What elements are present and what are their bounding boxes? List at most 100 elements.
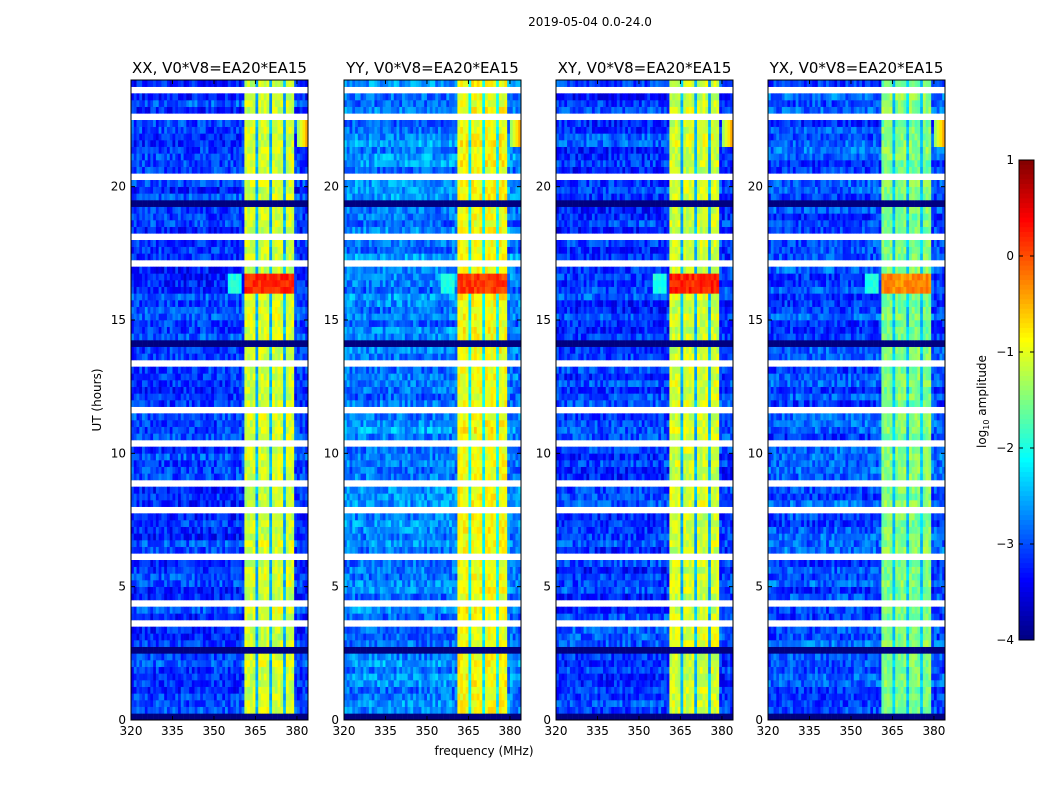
heatmap-cell	[236, 186, 240, 194]
heatmap-cell	[285, 373, 289, 381]
heatmap-cell	[260, 420, 265, 427]
heatmap-cell	[252, 273, 256, 281]
heatmap-cell	[142, 220, 146, 227]
heatmap-cell	[260, 353, 265, 361]
heatmap-cell	[161, 420, 165, 427]
heatmap-cell	[205, 246, 209, 254]
heatmap-cell	[161, 680, 165, 687]
heatmap-cell	[213, 426, 218, 434]
heatmap-cell	[150, 613, 154, 621]
heatmap-cell	[180, 160, 184, 167]
heatmap-cell	[241, 653, 245, 661]
heatmap-cell	[133, 426, 137, 434]
heatmap-cell	[178, 566, 182, 574]
heatmap-cell	[175, 580, 179, 587]
heatmap-cell	[175, 186, 179, 194]
heatmap-cell	[202, 353, 206, 361]
heatmap-cell	[294, 186, 298, 194]
heatmap-cell	[189, 473, 193, 481]
heatmap-cell	[244, 240, 248, 247]
heatmap-cell	[142, 686, 146, 694]
heatmap-cell	[294, 513, 298, 521]
heatmap-cell	[161, 340, 165, 347]
heatmap-cell	[296, 180, 301, 187]
heatmap-cell	[155, 266, 159, 274]
heatmap-cell	[249, 560, 253, 567]
heatmap-cell	[186, 613, 190, 621]
heatmap-cell	[205, 420, 209, 427]
heatmap-cell	[197, 213, 201, 221]
heatmap-cell	[161, 306, 165, 314]
heatmap-cell	[136, 693, 140, 701]
heatmap-cell	[142, 213, 146, 221]
heatmap-cell	[155, 293, 159, 301]
heatmap-cell	[272, 306, 276, 314]
heatmap-cell	[247, 633, 251, 641]
heatmap-cell	[133, 133, 137, 141]
heatmap-cell	[252, 246, 256, 254]
heatmap-cell	[260, 166, 265, 174]
heatmap-cell	[175, 246, 179, 254]
heatmap-cell	[133, 606, 137, 614]
heatmap-cell	[131, 713, 135, 721]
heatmap-cell	[150, 566, 154, 574]
heatmap-cell	[227, 446, 231, 454]
heatmap-cell	[197, 340, 201, 347]
heatmap-cell	[299, 186, 303, 194]
heatmap-cell	[208, 706, 212, 714]
heatmap-cell	[274, 700, 278, 707]
heatmap-cell	[280, 140, 284, 147]
heatmap-cell	[178, 540, 182, 547]
heatmap-cell	[249, 300, 253, 307]
heatmap-cell	[236, 673, 240, 681]
heatmap-cell	[247, 206, 251, 214]
heatmap-cell	[178, 346, 182, 354]
heatmap-cell	[208, 673, 212, 681]
heatmap-cell	[186, 473, 190, 481]
heatmap-cell	[255, 393, 259, 401]
heatmap-cell	[247, 420, 251, 427]
heatmap-cell	[219, 460, 223, 467]
heatmap-cell	[133, 433, 137, 441]
heatmap-cell	[202, 380, 206, 387]
heatmap-cell	[147, 533, 151, 541]
heatmap-cell	[161, 380, 165, 387]
heatmap-cell	[305, 240, 309, 247]
heatmap-cell	[294, 400, 298, 407]
heatmap-cell	[241, 686, 245, 694]
heatmap-cell	[222, 513, 226, 521]
heatmap-cell	[230, 533, 234, 541]
heatmap-cell	[133, 140, 137, 147]
heatmap-cell	[274, 566, 278, 574]
heatmap-cell	[144, 246, 148, 254]
heatmap-cell	[222, 693, 226, 701]
heatmap-cell	[194, 646, 198, 654]
heatmap-cell	[213, 166, 218, 174]
heatmap-cell	[211, 566, 215, 574]
heatmap-cell	[272, 200, 276, 207]
heatmap-cell	[247, 460, 251, 467]
heatmap-cell	[155, 466, 159, 474]
heatmap-cell	[291, 253, 295, 261]
heatmap-cell	[299, 473, 303, 481]
heatmap-cell	[153, 133, 157, 141]
heatmap-cell	[166, 353, 171, 361]
heatmap-cell	[213, 686, 218, 694]
heatmap-cell	[164, 673, 168, 681]
heatmap-cell	[142, 453, 146, 461]
heatmap-cell	[191, 513, 195, 521]
heatmap-cell	[277, 493, 281, 501]
heatmap-cell	[166, 473, 171, 481]
heatmap-cell	[255, 700, 259, 707]
heatmap-cell	[144, 560, 148, 567]
heatmap-cell	[142, 280, 146, 287]
heatmap-cell	[222, 713, 226, 721]
heatmap-cell	[233, 266, 237, 274]
heatmap-cell	[150, 393, 154, 401]
heatmap-cell	[166, 593, 171, 601]
heatmap-cell	[178, 486, 182, 494]
heatmap-cell	[302, 220, 306, 227]
heatmap-cell	[136, 386, 140, 394]
heatmap-cell	[189, 460, 193, 467]
heatmap-cell	[202, 313, 206, 321]
